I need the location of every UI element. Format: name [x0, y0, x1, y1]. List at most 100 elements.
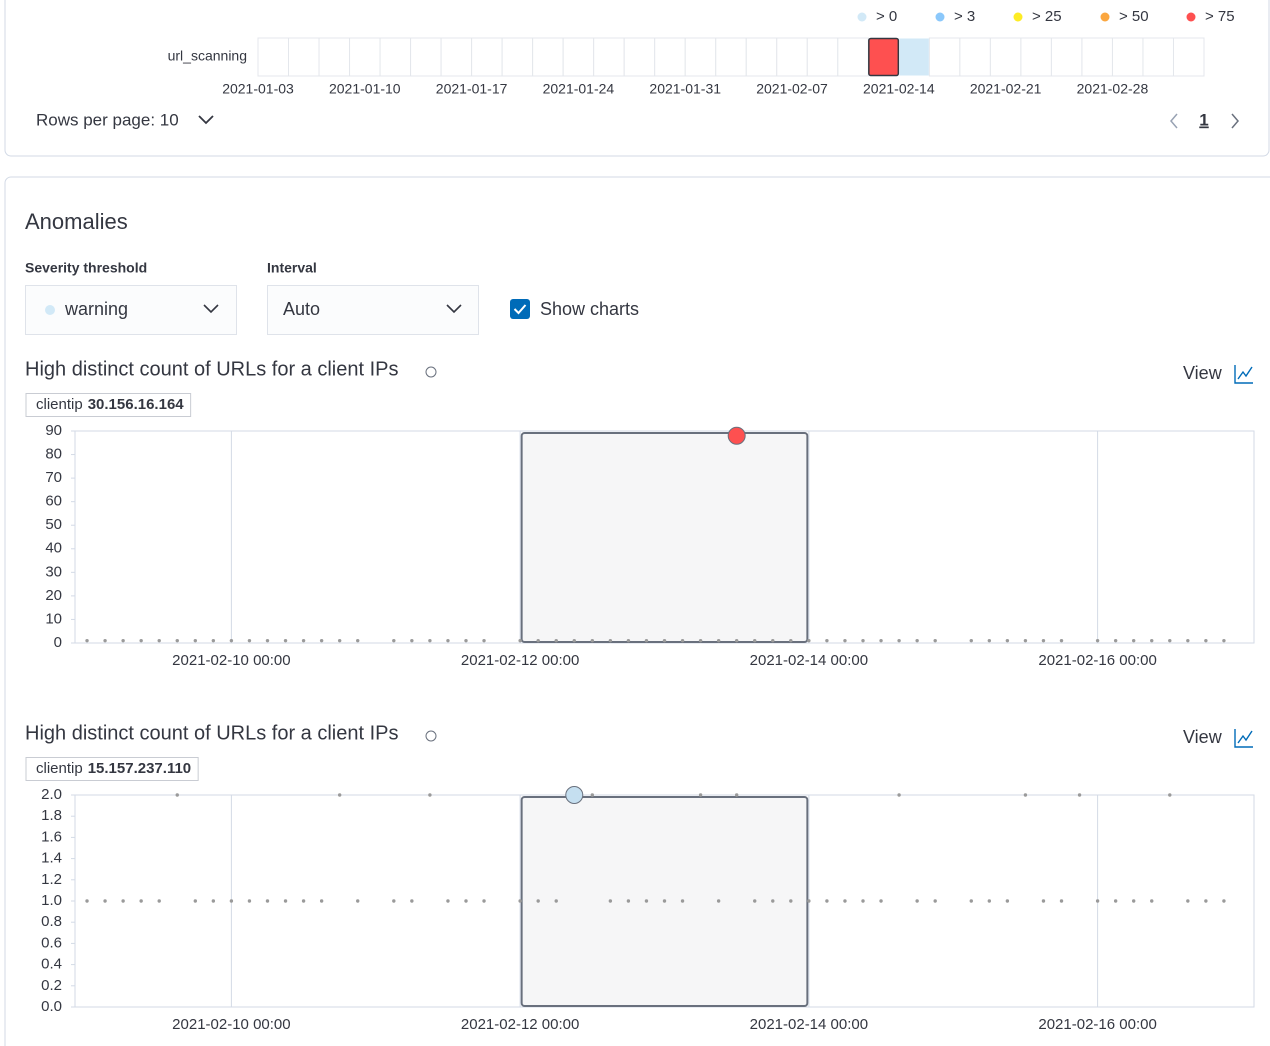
chart-title: High distinct count of URLs for a client…	[25, 722, 399, 744]
data-point	[716, 638, 721, 643]
data-point	[734, 638, 739, 643]
data-point	[1095, 638, 1100, 643]
swimlane-tick-label: 2021-02-07	[756, 81, 828, 97]
help-icon[interactable]	[425, 730, 437, 742]
data-point	[807, 638, 811, 643]
data-point	[265, 899, 270, 903]
data-point	[446, 638, 450, 643]
data-point	[1077, 793, 1082, 797]
swimlane-cell	[532, 37, 564, 77]
severity-select[interactable]	[25, 285, 237, 335]
data-point	[157, 638, 161, 643]
y-tick-label: 1.4	[41, 850, 62, 867]
data-point	[1168, 638, 1172, 643]
view-link[interactable]: View	[1183, 363, 1223, 383]
data-point	[446, 899, 450, 903]
swimlane-cell	[1020, 37, 1052, 77]
data-point	[392, 638, 396, 643]
swimlane-cell	[776, 37, 808, 77]
y-tick-label: 70	[45, 469, 62, 486]
legend-label: > 75	[1205, 8, 1235, 25]
checkmark	[513, 304, 527, 315]
data-point	[410, 638, 414, 643]
data-point	[356, 899, 360, 903]
data-point	[590, 793, 595, 797]
prev-page[interactable]	[1170, 113, 1178, 129]
legend-label: > 0	[876, 8, 897, 25]
x-tick-label: 2021-02-14 00:00	[750, 652, 868, 669]
swimlane-cell	[1050, 37, 1083, 77]
view-icon[interactable]	[1234, 365, 1253, 384]
data-point	[807, 899, 811, 903]
data-point	[337, 793, 342, 797]
data-point	[861, 899, 865, 903]
data-point	[753, 638, 757, 643]
swimlane-tick-label: 2021-02-28	[1077, 81, 1149, 97]
legend-label: > 50	[1119, 8, 1149, 25]
interval-select[interactable]	[267, 285, 479, 335]
help-icon[interactable]	[425, 366, 437, 378]
data-point	[753, 899, 757, 903]
chart-title: High distinct count of URLs for a client…	[25, 358, 399, 380]
selected-range[interactable]	[520, 432, 809, 643]
data-point	[1186, 638, 1190, 643]
data-point	[771, 638, 775, 643]
data-point	[734, 793, 739, 797]
y-tick-label: 1.6	[41, 828, 62, 845]
data-point	[789, 899, 793, 903]
anomaly-marker[interactable]	[727, 426, 746, 445]
data-point	[247, 899, 252, 903]
legend-swatch	[935, 12, 945, 22]
anomaly-chart: High distinct count of URLs for a client…	[25, 358, 1255, 669]
view-icon[interactable]	[1234, 729, 1253, 748]
show-charts-label[interactable]: Show charts	[540, 299, 639, 319]
swimlane-cell	[1081, 37, 1113, 77]
data-point	[301, 899, 306, 903]
data-point	[464, 638, 468, 643]
swimlane-cell	[654, 37, 686, 77]
data-point	[608, 638, 613, 643]
rows-per-page[interactable]: Rows per page: 10	[36, 110, 179, 129]
show-charts-checkbox[interactable]	[510, 299, 530, 319]
data-point	[464, 899, 468, 903]
data-point	[861, 638, 865, 643]
swimlane-cell[interactable]	[899, 38, 929, 76]
swimlane: > 0 > 3 > 25 > 50 > 75 2021-01-03 2021-01-10 20…	[222, 8, 1234, 97]
data-point	[915, 899, 919, 903]
y-tick-label: 60	[45, 493, 62, 510]
rows-chevron[interactable]	[198, 115, 214, 125]
data-point	[843, 899, 847, 903]
data-point	[518, 638, 522, 643]
severity-chevron[interactable]	[203, 304, 219, 314]
swimlane-cell[interactable]	[868, 37, 900, 77]
view-link[interactable]: View	[1183, 727, 1223, 747]
anomaly-marker[interactable]	[565, 786, 584, 804]
data-point	[644, 899, 649, 903]
data-point	[879, 638, 883, 643]
swimlane-tick-label: 2021-01-10	[329, 81, 401, 97]
data-point	[392, 899, 396, 903]
data-point	[482, 638, 486, 643]
data-point	[1150, 899, 1154, 903]
data-point	[644, 638, 649, 643]
swimlane-tick-label: 2021-01-03	[222, 81, 294, 97]
interval-chevron[interactable]	[446, 304, 462, 314]
entity-badge-text: clientip 30.156.16.164	[36, 396, 184, 413]
data-point	[662, 899, 667, 903]
data-point	[680, 638, 685, 643]
data-point	[987, 638, 992, 643]
data-point	[85, 638, 89, 643]
y-tick-label: 90	[45, 422, 62, 439]
data-point	[1095, 899, 1100, 903]
data-point	[301, 638, 306, 643]
data-point	[698, 638, 703, 643]
next-page[interactable]	[1231, 113, 1239, 129]
y-tick-label: 1.2	[41, 871, 62, 888]
page-number[interactable]: 1	[1199, 110, 1208, 129]
data-point	[1222, 638, 1226, 643]
legend-label: > 3	[954, 8, 975, 25]
data-point	[1222, 899, 1226, 903]
y-tick-label: 0.0	[41, 998, 62, 1015]
data-point	[897, 793, 901, 797]
